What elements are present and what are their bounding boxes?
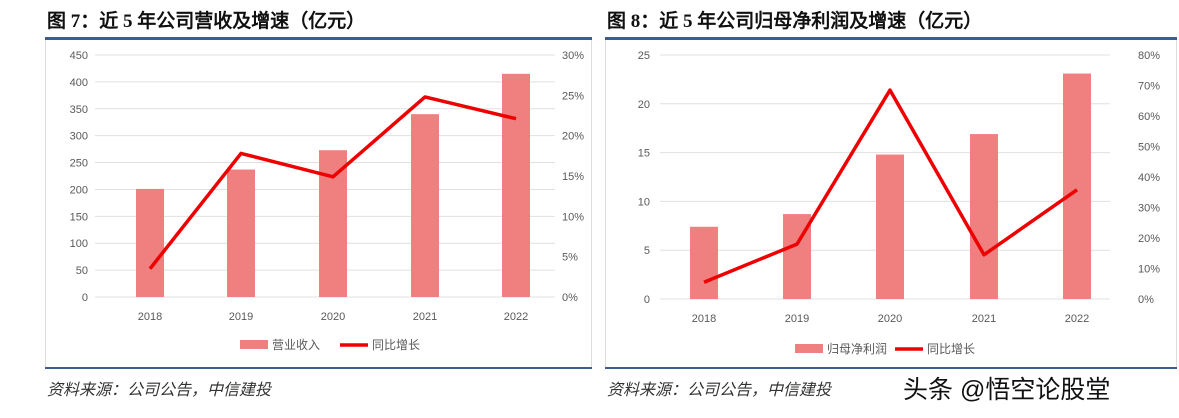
y2-tick-label: 10%	[1138, 264, 1160, 276]
bar	[876, 154, 904, 299]
y-tick-label: 0	[644, 294, 650, 306]
chart-frame	[45, 40, 592, 367]
bar	[502, 73, 530, 297]
y2-tick-label: 40%	[1138, 172, 1160, 184]
growth-line	[703, 88, 1079, 284]
y2-tick-label: 60%	[1138, 111, 1160, 123]
y-tick-label: 25	[638, 50, 650, 62]
x-tick-label: 2021	[972, 313, 996, 325]
y-tick-label: 0	[82, 292, 88, 304]
legend-label: 归母净利润	[827, 342, 887, 356]
y-tick-label: 50	[76, 265, 88, 277]
divider	[605, 367, 1177, 369]
y2-tick-label: 5%	[562, 252, 578, 264]
y-tick-label: 400	[70, 77, 88, 89]
y-tick-label: 10	[638, 196, 650, 208]
watermark: 头条 @悟空论股堂	[903, 376, 1111, 404]
y-tick-label: 20	[638, 99, 650, 111]
y2-tick-label: 50%	[1138, 142, 1160, 154]
y2-tick-label: 0%	[562, 292, 578, 304]
chart-title-profit: 图 8：近 5 年公司归母净利润及增速（亿元）	[607, 11, 983, 32]
y-tick-label: 15	[638, 148, 650, 160]
legend-bar-swatch	[240, 340, 268, 349]
x-tick-label: 2018	[692, 313, 716, 325]
y-tick-label: 450	[70, 50, 88, 62]
y2-tick-label: 20%	[562, 131, 584, 143]
y-tick-label: 200	[70, 184, 88, 196]
bar	[970, 134, 998, 299]
x-tick-label: 2022	[504, 311, 528, 323]
source-note: 资料来源：公司公告，中信建投	[607, 382, 832, 399]
y2-tick-label: 15%	[562, 171, 584, 183]
y2-tick-label: 70%	[1138, 81, 1160, 93]
bar	[227, 169, 255, 297]
chart-frame	[605, 40, 1177, 367]
bar	[319, 150, 347, 297]
bar	[136, 188, 164, 297]
x-tick-label: 2020	[878, 313, 902, 325]
chart-title-revenue: 图 7：近 5 年公司营收及增速（亿元）	[47, 11, 366, 32]
bar	[411, 114, 439, 298]
y-tick-label: 100	[70, 238, 88, 250]
divider	[605, 37, 1177, 40]
x-tick-label: 2019	[229, 311, 253, 323]
bar	[1063, 73, 1091, 299]
y-tick-label: 150	[70, 211, 88, 223]
y-tick-label: 300	[70, 131, 88, 143]
legend-bar-swatch	[795, 344, 823, 353]
y-tick-label: 350	[70, 104, 88, 116]
bar	[690, 226, 718, 299]
divider	[45, 37, 592, 40]
x-tick-label: 2022	[1065, 313, 1089, 325]
source-note: 资料来源：公司公告，中信建投	[47, 382, 272, 399]
legend-label: 同比增长	[927, 342, 975, 356]
legend-label: 营业收入	[272, 338, 320, 352]
y2-tick-label: 30%	[1138, 203, 1160, 215]
x-tick-label: 2021	[413, 311, 437, 323]
y2-tick-label: 25%	[562, 90, 584, 102]
y2-tick-label: 80%	[1138, 50, 1160, 62]
y-tick-label: 5	[644, 245, 650, 257]
y2-tick-label: 30%	[562, 50, 584, 62]
y-tick-label: 250	[70, 158, 88, 170]
x-tick-label: 2020	[321, 311, 345, 323]
legend-label: 同比增长	[372, 338, 420, 352]
y2-tick-label: 10%	[562, 211, 584, 223]
growth-line	[148, 95, 517, 270]
divider	[45, 367, 592, 369]
x-tick-label: 2018	[138, 311, 162, 323]
x-tick-label: 2019	[785, 313, 809, 325]
y2-tick-label: 0%	[1138, 294, 1154, 306]
y2-tick-label: 20%	[1138, 233, 1160, 245]
